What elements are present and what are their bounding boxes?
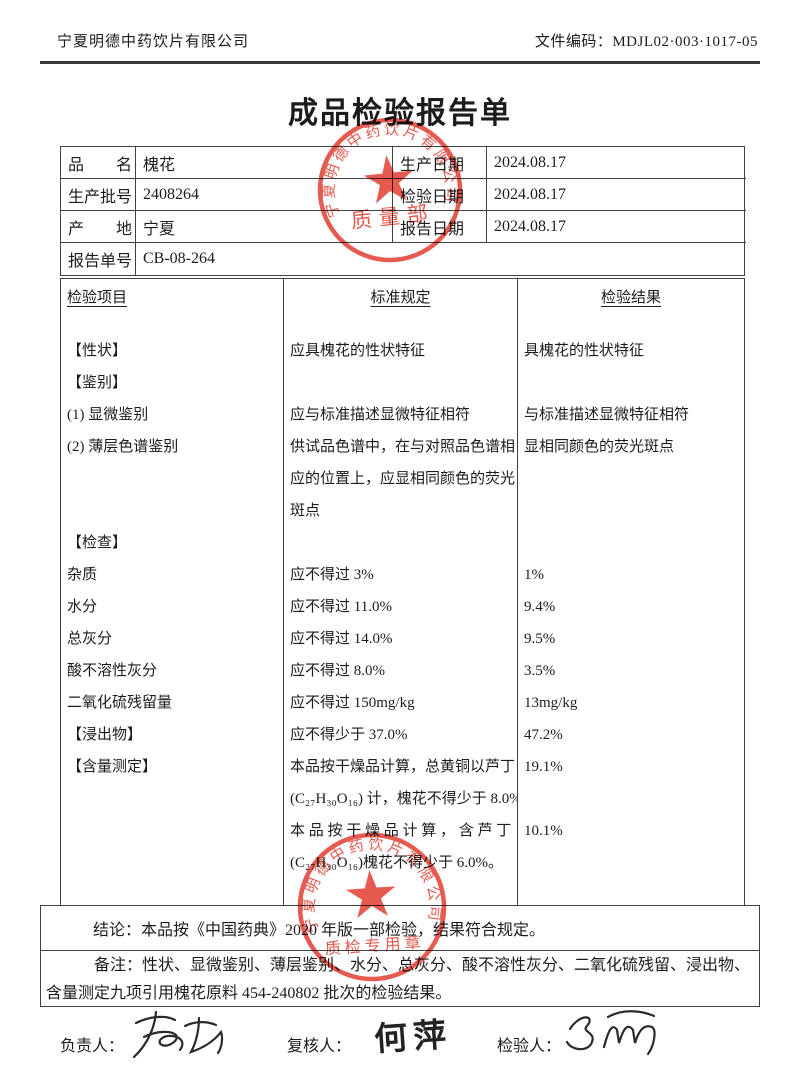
result-line bbox=[524, 495, 738, 527]
standard-line: 应与标准描述显微特征相符 bbox=[290, 407, 471, 423]
standard-line: 应不得过 8.0% bbox=[290, 663, 385, 679]
column-results: 检验结果 具槐花的性状特征 与标准描述显微特征相符 显相同颜色的荧光斑点 1% … bbox=[518, 279, 744, 905]
item-line bbox=[67, 495, 277, 527]
responsible-person-signature-scribble bbox=[132, 1010, 224, 1059]
column-standards: 标准规定 应具槐花的性状特征 应与标准描述显微特征相符 供试品色谱中，在与对照品… bbox=[284, 279, 518, 905]
inspector-label: 检验人： bbox=[497, 1038, 562, 1055]
item-line: 总灰分 bbox=[67, 631, 113, 647]
standard-line: 应不得过 14.0% bbox=[290, 631, 393, 647]
result-line: 9.4% bbox=[524, 599, 556, 615]
reviewer-label: 复核人： bbox=[287, 1038, 352, 1055]
standard-line: 本品按干燥品计算，总黄铜以芦丁 bbox=[290, 759, 516, 775]
result-line: 3.5% bbox=[524, 663, 556, 679]
page-header: 宁夏明德中药饮片有限公司 文件编码：MDJL02·003·1017-05 bbox=[40, 30, 760, 54]
origin-label: 产 地 bbox=[61, 211, 136, 243]
item-line: 酸不溶性灰分 bbox=[67, 663, 158, 679]
report-no-value: CB-08-264 bbox=[143, 250, 215, 267]
standard-line: (C₂₇H₃₀O₁₆)槐花不得少于 6.0%。 bbox=[290, 855, 504, 871]
test-date-label: 检验日期 bbox=[393, 179, 487, 211]
standard-line: 斑点 bbox=[290, 503, 321, 519]
batch-no-value: 2408264 bbox=[136, 179, 393, 211]
result-line bbox=[524, 367, 738, 399]
standard-line: 应具槐花的性状特征 bbox=[290, 343, 426, 359]
report-date-label: 报告日期 bbox=[393, 211, 487, 243]
column-header-standards: 标准规定 bbox=[370, 290, 431, 306]
item-line bbox=[67, 815, 277, 847]
item-line: 【含量测定】 bbox=[67, 759, 158, 775]
column-header-results: 检验结果 bbox=[600, 290, 661, 306]
result-line: 显相同颜色的荧光斑点 bbox=[524, 439, 675, 455]
standard-line bbox=[290, 367, 511, 399]
stamp2-center-text: 质检专用章 bbox=[324, 933, 425, 958]
product-name-value: 槐花 bbox=[136, 147, 393, 179]
result-line: 具槐花的性状特征 bbox=[524, 343, 645, 359]
standard-line: 本 品 按 干 燥 品 计 算 ， 含 芦 丁 bbox=[290, 823, 512, 839]
remark-row: 备注：性状、显微鉴别、薄层鉴别、水分、总灰分、酸不溶性灰分、二氧化硫残留、浸出物… bbox=[40, 950, 760, 1007]
inspector-signature-scribble bbox=[565, 1010, 656, 1056]
item-line: 【检查】 bbox=[67, 535, 128, 551]
inspection-table: 检验项目 【性状】 【鉴别】 (1) 显微鉴别 (2) 薄层色谱鉴别 【检查】 … bbox=[60, 278, 745, 905]
column-items: 检验项目 【性状】 【鉴别】 (1) 显微鉴别 (2) 薄层色谱鉴别 【检查】 … bbox=[61, 279, 284, 905]
document-code: 文件编码：MDJL02·003·1017-05 bbox=[534, 34, 758, 50]
result-line bbox=[524, 463, 738, 495]
quality-dept-stamp: 宁夏明德中药饮片有限公司 质量部 bbox=[314, 114, 463, 263]
responsible-person-label: 负责人： bbox=[60, 1038, 125, 1055]
product-name-label: 品 名 bbox=[61, 147, 136, 179]
item-line: (2) 薄层色谱鉴别 bbox=[67, 439, 179, 455]
item-line: 二氧化硫残留量 bbox=[67, 695, 173, 711]
item-line: 【性状】 bbox=[67, 343, 128, 359]
production-date-value: 2024.08.17 bbox=[487, 147, 746, 179]
reviewer-signature: 何萍 bbox=[373, 1017, 454, 1059]
standard-line: 应不得过 3% bbox=[290, 567, 374, 583]
item-line: (1) 显微鉴别 bbox=[67, 407, 149, 423]
remark-label: 备注： bbox=[94, 957, 143, 974]
item-line: 水分 bbox=[67, 599, 98, 615]
conclusion-label: 结论： bbox=[93, 922, 142, 939]
item-line bbox=[67, 847, 277, 879]
item-line: 杂质 bbox=[67, 567, 98, 583]
report-date-value: 2024.08.17 bbox=[487, 211, 746, 243]
item-line bbox=[67, 783, 277, 815]
result-line: 与标准描述显微特征相符 bbox=[524, 407, 690, 423]
test-date-value: 2024.08.17 bbox=[487, 179, 746, 211]
item-line bbox=[67, 463, 277, 495]
origin-value: 宁夏 bbox=[136, 211, 393, 243]
result-line: 1% bbox=[524, 567, 544, 583]
standard-line: 应不得过 150mg/kg bbox=[290, 695, 415, 711]
result-line bbox=[524, 847, 738, 879]
stamp1-center-text: 质量部 bbox=[350, 201, 436, 234]
result-line: 10.1% bbox=[524, 823, 563, 839]
page-title: 成品检验报告单 bbox=[288, 97, 512, 130]
column-header-items: 检验项目 bbox=[67, 290, 128, 306]
standard-line: 应不得过 11.0% bbox=[290, 599, 392, 615]
standard-line: 应的位置上，应显相同颜色的荧光 bbox=[290, 471, 516, 487]
conclusion-row: 结论： 本品按《中国药典》2020 年版一部检验，结果符合规定。 bbox=[40, 905, 760, 950]
header-rule bbox=[40, 61, 760, 64]
result-line: 9.5% bbox=[524, 631, 556, 647]
standard-line bbox=[290, 527, 511, 559]
result-line: 19.1% bbox=[524, 759, 563, 775]
standard-line: 应不得少于 37.0% bbox=[290, 727, 408, 743]
report-no-label: 报告单号 bbox=[61, 243, 136, 275]
conclusion-text: 本品按《中国药典》2020 年版一部检验，结果符合规定。 bbox=[141, 922, 546, 939]
remark-text: 性状、显微鉴别、薄层鉴别、水分、总灰分、酸不溶性灰分、二氧化硫残留、浸出物、含量… bbox=[46, 957, 751, 1002]
batch-no-label: 生产批号 bbox=[61, 179, 136, 211]
result-line: 13mg/kg bbox=[524, 695, 578, 711]
standard-line: 供试品色谱中，在与对照品色谱相 bbox=[290, 439, 516, 455]
qc-seal-stamp: 宁夏明德中药饮片有限公司 质检专用章 bbox=[296, 831, 447, 982]
production-date-label: 生产日期 bbox=[393, 147, 487, 179]
item-line: 【鉴别】 bbox=[67, 375, 128, 391]
standard-line: (C₂₇H₃₀O₁₆) 计，槐花不得少于 8.0%。 bbox=[290, 791, 518, 807]
item-line: 【浸出物】 bbox=[67, 727, 143, 743]
result-line bbox=[524, 783, 738, 815]
signature-footer: 负责人： 复核人： 何萍 检验人： bbox=[0, 1005, 800, 1075]
company-name: 宁夏明德中药饮片有限公司 bbox=[57, 34, 250, 50]
product-info-table: 品 名 槐花 生产日期 2024.08.17 生产批号 2408264 检验日期… bbox=[60, 146, 746, 276]
result-line bbox=[524, 527, 738, 559]
result-line: 47.2% bbox=[524, 727, 563, 743]
